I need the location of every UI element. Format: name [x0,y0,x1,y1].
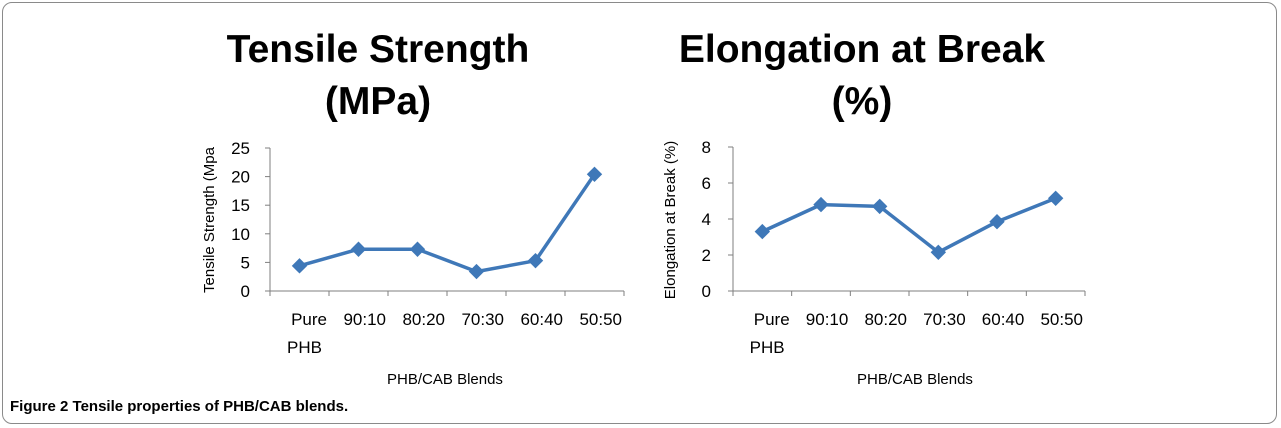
y-tick-label: 10 [231,225,250,244]
x-axis-title: PHB/CAB Blends [387,371,503,388]
y-tick-label: 20 [231,168,250,187]
x-tick-label: 50:50 [579,310,622,329]
y-tick-label: 15 [231,196,250,215]
x-axis-title: PHB/CAB Blends [857,371,973,388]
chart-title-line: (MPa) [325,80,431,123]
y-axis-title: Elongation at Break (%) [662,141,679,299]
data-point-marker [930,244,947,261]
x-tick-label-line2: PHB [287,338,322,357]
x-tick-label: 70:30 [461,310,504,329]
data-point-marker [1047,190,1064,207]
x-tick-label-line2: PHB [750,338,785,357]
chart-2: Elongation at Break (%) 0 2 4 6 8 Pure PHB 90:10 8… [662,28,1086,388]
data-point-marker [871,198,888,215]
x-tick-label: 60:40 [982,310,1025,329]
data-point-marker [527,252,544,269]
y-axis-title: Tensile Strength (Mpa [201,146,218,293]
x-tick-label: Pure [754,310,790,329]
y-tick-label: 8 [702,138,711,157]
x-tick-label: 80:20 [864,310,907,329]
data-point-marker [409,241,426,257]
data-point-marker [586,166,603,183]
chart-title-line: Elongation at Break [679,28,1046,71]
chart-title-line: Tensile Strength [227,28,530,71]
y-tick-label: 5 [241,253,250,272]
x-tick-label: 60:40 [520,310,563,329]
data-point-marker [813,196,829,213]
x-tick-label: 50:50 [1040,310,1083,329]
y-tick-label: 0 [241,282,250,301]
chart-title-line: (%) [832,80,893,123]
x-tick-label: 80:20 [402,310,445,329]
figure-caption-label: Figure 2 [10,398,69,415]
chart-1: Tensile Strength (MPa) 0 5 10 15 20 25 Pure PHB 90… [201,28,625,388]
data-point-marker [291,258,308,274]
data-point-marker [468,263,485,280]
series-line [299,173,596,274]
series-line [761,196,1057,255]
data-point-marker [350,241,367,257]
y-tick-label: 0 [702,282,711,301]
x-tick-label: 90:10 [806,310,849,329]
data-point-marker [989,213,1005,230]
x-tick-label: 90:10 [343,310,386,329]
y-tick-label: 2 [702,246,711,265]
y-tick-label: 6 [702,174,711,193]
figure-caption-text: Tensile properties of PHB/CAB blends. [72,398,349,415]
x-tick-label: Pure [291,310,327,329]
x-tick-label: 70:30 [923,310,966,329]
data-point-marker [754,223,771,240]
y-tick-label: 4 [702,210,711,229]
y-tick-label: 25 [231,139,250,158]
figure-caption: Figure 2 Tensile properties of PHB/CAB b… [10,398,348,415]
